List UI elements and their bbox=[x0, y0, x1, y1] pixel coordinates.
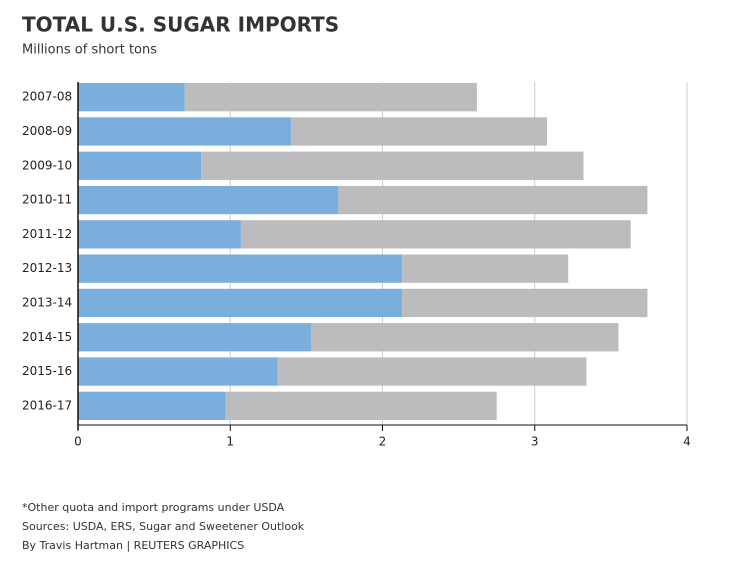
x-tick-label: 1 bbox=[226, 435, 234, 449]
x-tick-label: 0 bbox=[74, 435, 82, 449]
y-tick-label: 2012-13 bbox=[22, 261, 72, 275]
y-tick-label: 2014-15 bbox=[22, 330, 72, 344]
bar bbox=[240, 220, 631, 249]
bar bbox=[78, 151, 202, 180]
footnote: Sources: USDA, ERS, Sugar and Sweetener … bbox=[22, 520, 305, 533]
chart-title: TOTAL U.S. SUGAR IMPORTS bbox=[22, 13, 339, 37]
bar bbox=[225, 391, 497, 420]
bar bbox=[78, 220, 241, 249]
x-tick-label: 2 bbox=[379, 435, 387, 449]
bar bbox=[78, 357, 278, 386]
bar bbox=[402, 288, 648, 318]
y-tick-label: 2016-17 bbox=[22, 398, 72, 412]
bar bbox=[78, 117, 292, 146]
x-tick-label: 4 bbox=[683, 435, 691, 449]
bar bbox=[291, 117, 547, 146]
chart-subtitle: Millions of short tons bbox=[22, 43, 157, 58]
y-tick-label: 2013-14 bbox=[22, 295, 72, 309]
bar bbox=[310, 323, 619, 352]
bar bbox=[78, 185, 339, 215]
y-tick-label: 2009-10 bbox=[22, 158, 72, 172]
footnote: By Travis Hartman | REUTERS GRAPHICS bbox=[22, 539, 244, 552]
y-tick-label: 2015-16 bbox=[22, 364, 72, 378]
bar bbox=[338, 185, 648, 215]
bar bbox=[78, 288, 403, 318]
bar bbox=[78, 391, 226, 420]
bar bbox=[78, 254, 403, 283]
y-tick-label: 2008-09 bbox=[22, 124, 72, 138]
bar bbox=[201, 151, 584, 180]
y-tick-label: 2007-08 bbox=[22, 90, 72, 104]
bar bbox=[184, 83, 477, 112]
y-tick-label: 2011-12 bbox=[22, 227, 72, 241]
footnote: *Other quota and import programs under U… bbox=[22, 501, 285, 514]
bar bbox=[402, 254, 569, 283]
bar bbox=[78, 83, 185, 112]
y-tick-label: 2010-11 bbox=[22, 193, 72, 207]
bar bbox=[277, 357, 587, 386]
bar bbox=[78, 323, 311, 352]
x-tick-label: 3 bbox=[531, 435, 539, 449]
